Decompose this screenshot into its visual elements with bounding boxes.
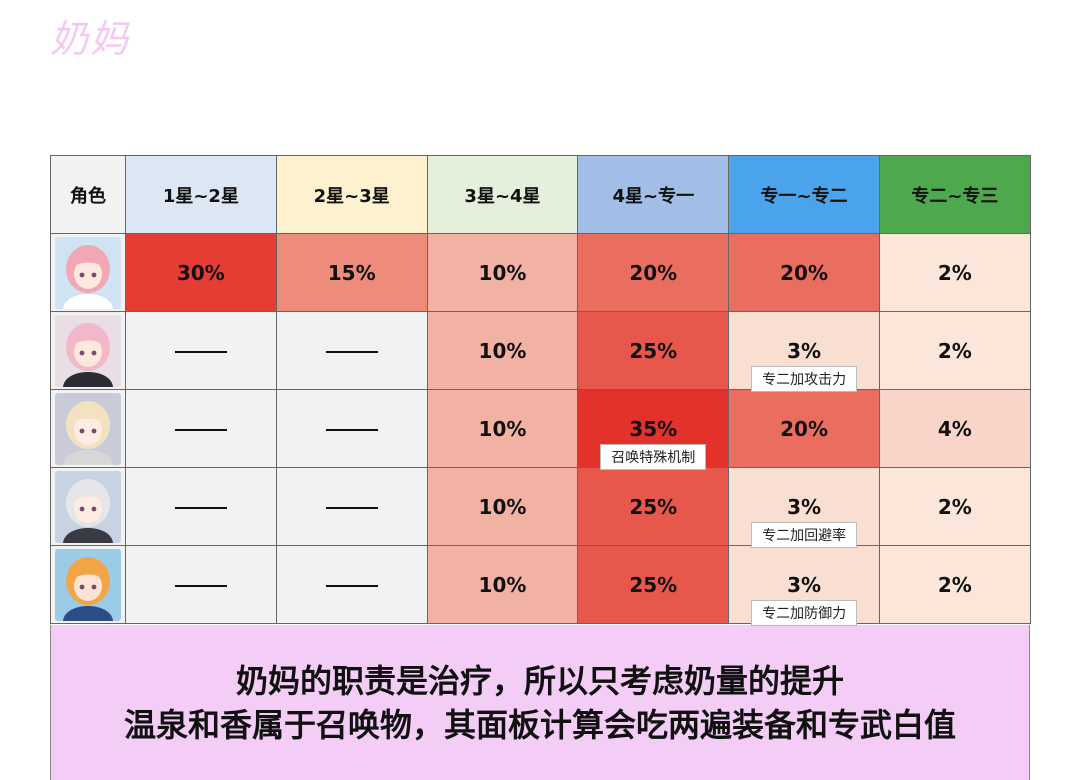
dash-mark	[325, 585, 378, 587]
summary-line: 温泉和香属于召唤物，其面板计算会吃两遍装备和专武白值	[123, 706, 956, 744]
cell-note: 专二加攻击力	[751, 366, 858, 392]
value-cell: 3% 专二加攻击力	[728, 311, 880, 392]
avatar	[55, 548, 121, 621]
avatar-cell	[50, 311, 126, 390]
cell-note: 召唤特殊机制	[600, 444, 707, 470]
table-row: 30% 15% 10% 20% 20% 2%	[50, 233, 1031, 312]
dash-mark	[325, 351, 378, 353]
value-text: 10%	[478, 260, 527, 285]
avatar-cell	[50, 233, 126, 312]
dash-mark	[325, 507, 378, 509]
value-cell: 20%	[577, 233, 730, 312]
dash-mark	[174, 585, 227, 587]
value-cell: 15%	[275, 233, 428, 312]
value-text: 2%	[937, 260, 972, 285]
value-text: 20%	[629, 260, 678, 285]
page-title: 奶妈	[50, 17, 131, 61]
value-text: 10%	[478, 572, 527, 597]
value-cell	[125, 545, 277, 624]
dash-mark	[174, 507, 227, 509]
value-cell: 20%	[728, 389, 880, 468]
value-text: 35%	[629, 416, 678, 441]
value-text: 10%	[478, 338, 527, 363]
value-text: 25%	[629, 338, 678, 363]
upgrade-table: 角色 1星~2星 2星~3星 3星~4星 4星~专一 专一~专二 专二~专三 3…	[50, 155, 1031, 626]
value-cell: 4%	[878, 389, 1031, 468]
avatar	[55, 314, 121, 387]
value-cell: 10%	[426, 545, 579, 624]
value-cell	[275, 467, 428, 546]
value-cell: 10%	[426, 467, 579, 546]
avatar-cell	[50, 545, 126, 624]
value-cell	[275, 311, 428, 390]
value-cell: 3% 专二加回避率	[728, 467, 880, 548]
header-cell: 3星~4星	[426, 155, 579, 234]
value-cell: 10%	[426, 311, 579, 390]
value-text: 10%	[478, 416, 527, 441]
value-cell: 35% 召唤特殊机制	[577, 389, 730, 470]
header-cell: 2星~3星	[275, 155, 428, 234]
value-text: 25%	[629, 494, 678, 519]
value-text: 25%	[629, 572, 678, 597]
value-cell: 25%	[577, 467, 730, 546]
header-cell: 专二~专三	[878, 155, 1031, 234]
dash-mark	[174, 429, 227, 431]
avatar-cell	[50, 467, 126, 546]
value-text: 3%	[787, 338, 822, 363]
avatar-cell	[50, 389, 126, 468]
dash-mark	[174, 351, 227, 353]
avatar	[55, 470, 121, 543]
dash-mark	[325, 429, 378, 431]
value-cell	[125, 467, 277, 546]
value-cell: 2%	[878, 467, 1031, 546]
value-cell: 30%	[125, 233, 277, 312]
header-cell: 4星~专一	[577, 155, 730, 234]
summary-line: 奶妈的职责是治疗，所以只考虑奶量的提升	[235, 662, 844, 700]
value-cell	[275, 389, 428, 468]
value-cell: 10%	[426, 389, 579, 468]
header-cell: 1星~2星	[125, 155, 277, 234]
avatar	[55, 236, 121, 309]
value-text: 20%	[780, 260, 829, 285]
value-text: 3%	[787, 494, 822, 519]
avatar	[55, 392, 121, 465]
table-row: 10% 25% 3% 专二加攻击力 2%	[50, 311, 1031, 392]
value-text: 10%	[478, 494, 527, 519]
value-text: 15%	[327, 260, 376, 285]
header-row: 角色 1星~2星 2星~3星 3星~4星 4星~专一 专一~专二 专二~专三	[50, 155, 1031, 234]
value-cell: 2%	[878, 311, 1031, 390]
value-text: 4%	[937, 416, 972, 441]
value-text: 2%	[937, 338, 972, 363]
header-cell: 角色	[50, 155, 126, 234]
header-cell: 专一~专二	[728, 155, 880, 234]
value-cell: 3% 专二加防御力	[728, 545, 880, 626]
table-row: 10% 25% 3% 专二加回避率 2%	[50, 467, 1031, 548]
value-cell	[125, 389, 277, 468]
value-text: 30%	[176, 260, 225, 285]
value-text: 2%	[937, 572, 972, 597]
value-cell	[125, 311, 277, 390]
value-text: 20%	[780, 416, 829, 441]
cell-note: 专二加防御力	[751, 600, 858, 626]
value-cell: 25%	[577, 311, 730, 390]
value-cell: 2%	[878, 545, 1031, 624]
value-cell: 25%	[577, 545, 730, 624]
table-row: 10% 25% 3% 专二加防御力 2%	[50, 545, 1031, 626]
value-text: 2%	[937, 494, 972, 519]
table-row: 10% 35% 召唤特殊机制 20% 4%	[50, 389, 1031, 470]
value-text: 3%	[787, 572, 822, 597]
value-cell: 2%	[878, 233, 1031, 312]
cell-note: 专二加回避率	[751, 522, 858, 548]
value-cell: 20%	[728, 233, 880, 312]
value-cell	[275, 545, 428, 624]
value-cell: 10%	[426, 233, 579, 312]
summary-note: 奶妈的职责是治疗，所以只考虑奶量的提升 温泉和香属于召唤物，其面板计算会吃两遍装…	[50, 625, 1030, 780]
